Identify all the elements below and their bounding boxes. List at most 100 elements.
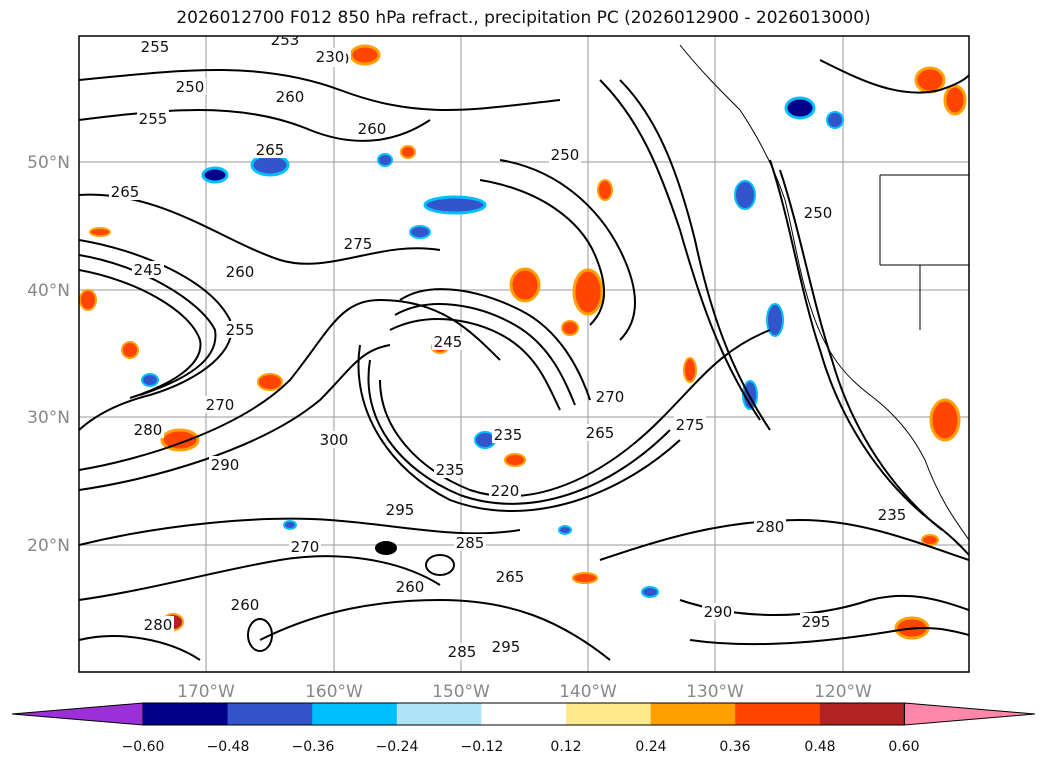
colorbar-segment <box>396 703 482 725</box>
colorbar-outline <box>142 702 905 726</box>
contour-label-bg <box>549 146 581 163</box>
colorbar-segment <box>566 703 652 725</box>
contour-label: 250 <box>551 146 580 164</box>
contour-label-bg <box>314 48 346 65</box>
contour-label-bg <box>434 461 466 478</box>
contour-label: 290 <box>704 603 733 621</box>
contour-label-bg <box>139 38 171 55</box>
colorbar-segment <box>312 703 398 725</box>
colorbar-extend-low <box>11 702 144 726</box>
contour-label: 250 <box>804 204 833 222</box>
colorbar-segment <box>481 703 567 725</box>
contour-label-bg <box>584 424 616 441</box>
colorbar-tick-label: −0.48 <box>207 739 250 755</box>
contour-label-bg <box>802 204 834 221</box>
lon-label-150w: 150°W <box>432 682 490 702</box>
lat-label-50n: 50°N <box>27 153 70 173</box>
contour-label: 255 <box>141 38 170 56</box>
contour-label-bg <box>674 416 706 433</box>
contour-label-bg <box>446 643 478 660</box>
colorbar <box>11 702 1036 726</box>
contour-label: 280 <box>134 421 163 439</box>
colorbar-segment <box>819 703 905 725</box>
contour-label: 295 <box>386 501 415 519</box>
contour-label: 260 <box>396 578 425 596</box>
contour-label: 285 <box>448 643 477 661</box>
contour-label: 275 <box>676 416 705 434</box>
colorbar-segment <box>143 703 229 725</box>
contour-label: 270 <box>291 538 320 556</box>
contour-label: 260 <box>276 88 305 106</box>
contour-label: 275 <box>344 235 373 253</box>
contour-label-bg <box>492 426 524 443</box>
contour-label-bg <box>142 616 174 633</box>
contour-label: 295 <box>492 638 521 656</box>
contour-label-bg <box>269 36 301 48</box>
colorbar-extend-high <box>903 702 1036 726</box>
contour-label: 255 <box>226 321 255 339</box>
latitude-labels: 50°N 40°N 30°N 20°N <box>27 153 70 556</box>
contour-label-bg <box>174 78 206 95</box>
graticule <box>79 36 969 672</box>
contour-label: 280 <box>144 616 173 634</box>
colorbar-segment <box>650 703 736 725</box>
contour-label: 285 <box>456 534 485 552</box>
contour-label: 245 <box>134 261 163 279</box>
contour-label-bg <box>254 141 286 158</box>
contour-label: 245 <box>434 333 463 351</box>
contour-label: 265 <box>496 568 525 586</box>
contour-label: 235 <box>436 461 465 479</box>
contour-label-bg <box>876 506 908 523</box>
contour-label: 230 <box>316 48 345 66</box>
contour-label: 260 <box>358 120 387 138</box>
refractivity-contours <box>79 59 969 661</box>
contour-label-bg <box>494 568 526 585</box>
contour-label-bg <box>394 578 426 595</box>
colorbar-tick-label: 0.12 <box>550 739 581 755</box>
contour-label-bg <box>454 534 486 551</box>
contour-label: 265 <box>586 424 615 442</box>
contour-label-bg <box>356 120 388 137</box>
contour-label-bg <box>490 638 522 655</box>
colorbar-tick-label: 0.48 <box>804 739 835 755</box>
contour-label-bg <box>132 421 164 438</box>
contour-label-bg <box>754 518 786 535</box>
contour-label-bg <box>342 235 374 252</box>
colorbar-tick-label: −0.36 <box>292 739 335 755</box>
contour-label: 270 <box>596 388 625 406</box>
contour-label: 255 <box>139 110 168 128</box>
contour-label: 280 <box>756 518 785 536</box>
map-frame <box>78 35 970 673</box>
lat-label-20n: 20°N <box>27 536 70 556</box>
precip-shading <box>79 44 967 640</box>
contour-label: 295 <box>802 613 831 631</box>
colorbar-tick-label: −0.12 <box>461 739 504 755</box>
colorbar-tick-label: 0.36 <box>719 739 750 755</box>
contour-label-bg <box>137 110 169 127</box>
contour-label-bg <box>432 333 464 350</box>
contour-label: 300 <box>320 431 349 449</box>
contour-label-bg <box>204 396 236 413</box>
colorbar-tick-label: −0.24 <box>376 739 419 755</box>
lon-label-170w: 170°W <box>177 682 235 702</box>
contour-label-bg <box>702 603 734 620</box>
contour-label-bg <box>109 183 141 200</box>
contour-label-bg <box>224 321 256 338</box>
lon-label-130w: 130°W <box>686 682 744 702</box>
colorbar-tick-label: −0.60 <box>122 739 165 755</box>
colorbar-tick-label: 0.60 <box>888 739 919 755</box>
contour-label-bg <box>274 88 306 105</box>
contour-label-bg <box>318 431 350 448</box>
lon-label-160w: 160°W <box>305 682 363 702</box>
contour-label: 235 <box>494 426 523 444</box>
contour-label-bg <box>229 596 261 613</box>
contour-label: 265 <box>256 141 285 159</box>
contour-label-bg <box>224 263 256 280</box>
contour-label-bg <box>800 613 832 630</box>
contour-label: 260 <box>231 596 260 614</box>
colorbar-tick-labels: −0.60 −0.48 −0.36 −0.24 −0.12 0.12 0.24 … <box>122 739 920 755</box>
colorbar-tick-label: 0.24 <box>635 739 666 755</box>
colorbar-segment <box>227 703 313 725</box>
lon-label-140w: 140°W <box>559 682 617 702</box>
